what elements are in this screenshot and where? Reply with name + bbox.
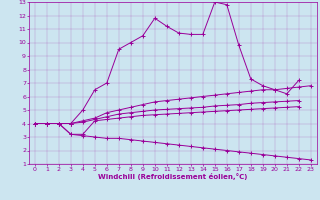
- X-axis label: Windchill (Refroidissement éolien,°C): Windchill (Refroidissement éolien,°C): [98, 173, 247, 180]
